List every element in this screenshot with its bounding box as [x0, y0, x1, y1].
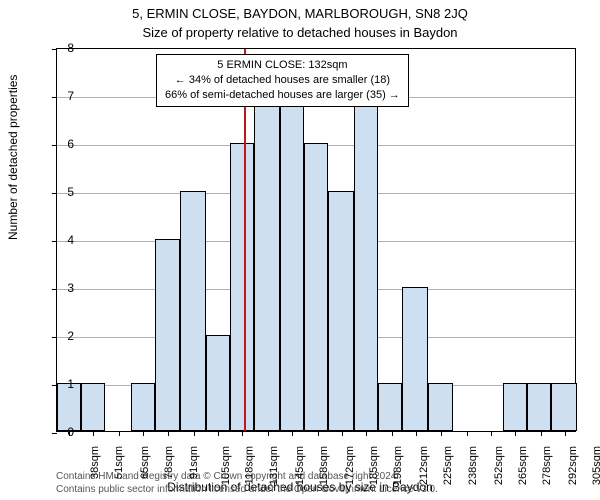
x-tick-mark	[565, 431, 566, 436]
x-tick-mark	[93, 431, 94, 436]
x-tick-label: 252sqm	[493, 446, 505, 485]
histogram-bar	[155, 239, 179, 431]
histogram-bar	[206, 335, 230, 431]
histogram-bar	[81, 383, 105, 431]
legend-line-larger: 66% of semi-detached houses are larger (…	[165, 88, 400, 103]
x-tick-mark	[342, 431, 343, 436]
x-tick-mark	[318, 431, 319, 436]
histogram-bar	[180, 191, 206, 431]
x-tick-label: 38sqm	[89, 446, 101, 479]
x-tick-mark	[515, 431, 516, 436]
x-tick-mark	[218, 431, 219, 436]
y-tick-label: 2	[50, 329, 74, 343]
x-tick-label: 198sqm	[392, 446, 404, 485]
x-tick-label: 118sqm	[243, 446, 255, 484]
y-tick-label: 5	[50, 185, 74, 199]
legend-line-smaller: ← 34% of detached houses are smaller (18…	[165, 73, 400, 88]
x-tick-mark	[491, 431, 492, 436]
histogram-bar	[527, 383, 551, 431]
histogram-bar	[254, 95, 280, 431]
x-tick-label: 65sqm	[139, 446, 151, 479]
plot-wrapper: 5 ERMIN CLOSE: 132sqm ← 34% of detached …	[56, 48, 576, 432]
x-tick-label: 185sqm	[368, 446, 380, 485]
x-tick-mark	[366, 431, 367, 436]
x-tick-label: 225sqm	[442, 446, 454, 485]
x-tick-label: 158sqm	[318, 446, 330, 485]
chart-title-address: 5, ERMIN CLOSE, BAYDON, MARLBOROUGH, SN8…	[0, 0, 600, 23]
x-tick-mark	[268, 431, 269, 436]
legend-box: 5 ERMIN CLOSE: 132sqm ← 34% of detached …	[156, 54, 409, 107]
x-tick-mark	[441, 431, 442, 436]
histogram-bar	[551, 383, 577, 431]
x-tick-label: 292sqm	[567, 446, 579, 485]
histogram-bar	[503, 383, 527, 431]
histogram-bar	[328, 191, 354, 431]
histogram-bar	[304, 143, 328, 431]
x-tick-mark	[194, 431, 195, 436]
x-tick-label: 265sqm	[517, 446, 529, 485]
x-tick-mark	[416, 431, 417, 436]
x-tick-label: 78sqm	[163, 446, 175, 479]
x-tick-label: 145sqm	[294, 446, 306, 485]
x-tick-mark	[292, 431, 293, 436]
y-tick-label: 1	[50, 377, 74, 391]
y-tick-label: 4	[50, 233, 74, 247]
x-tick-label: 212sqm	[418, 446, 430, 485]
x-tick-mark	[143, 431, 144, 436]
x-tick-mark	[392, 431, 393, 436]
x-tick-label: 131sqm	[268, 446, 280, 485]
y-tick-label: 7	[50, 89, 74, 103]
x-tick-label: 238sqm	[467, 446, 479, 485]
histogram-bar	[280, 95, 304, 431]
histogram-bar	[354, 95, 378, 431]
x-tick-mark	[467, 431, 468, 436]
x-tick-label: 91sqm	[188, 446, 200, 479]
x-tick-label: 51sqm	[113, 446, 125, 479]
histogram-bar	[230, 143, 254, 431]
x-tick-mark	[168, 431, 169, 436]
x-tick-label: 278sqm	[541, 446, 553, 485]
histogram-bar	[428, 383, 452, 431]
y-tick-label: 0	[50, 425, 74, 439]
y-axis-label: Number of detached properties	[6, 75, 20, 240]
legend-line-property: 5 ERMIN CLOSE: 132sqm	[165, 58, 400, 73]
x-tick-label: 105sqm	[220, 446, 232, 485]
x-tick-label: 172sqm	[344, 446, 356, 485]
x-tick-mark	[541, 431, 542, 436]
attribution-line2: Contains public sector information licen…	[56, 484, 438, 497]
chart-title-description: Size of property relative to detached ho…	[0, 23, 600, 42]
histogram-bar	[402, 287, 428, 431]
y-tick-label: 3	[50, 281, 74, 295]
y-tick-label: 6	[50, 137, 74, 151]
histogram-bar	[378, 383, 402, 431]
x-tick-label: 305sqm	[591, 446, 600, 485]
histogram-bar	[131, 383, 155, 431]
x-tick-mark	[119, 431, 120, 436]
y-tick-label: 8	[50, 41, 74, 55]
x-tick-mark	[242, 431, 243, 436]
